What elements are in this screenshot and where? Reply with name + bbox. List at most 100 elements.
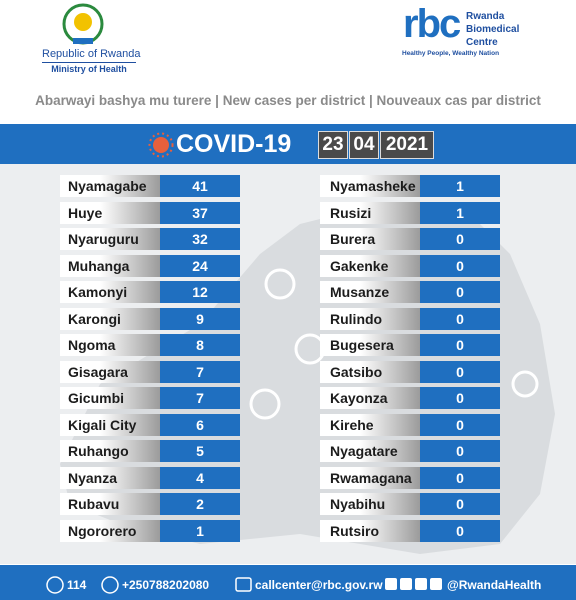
row-bar: [60, 307, 160, 330]
district-name: Kayonza: [330, 390, 388, 406]
case-count: 0: [420, 413, 500, 436]
district-name: Ngororero: [68, 522, 137, 539]
emblem: [62, 3, 104, 45]
case-count: 1: [160, 519, 240, 542]
slogan: Healthy People, Wealthy Nation: [402, 50, 500, 57]
case-count: 37: [160, 201, 240, 224]
case-count: 32: [160, 228, 240, 250]
row-bar: [60, 519, 160, 542]
case-count: 7: [160, 387, 240, 409]
row-bar: [320, 493, 420, 515]
district-name: Ruhango: [68, 443, 129, 459]
footer-phone: +250788202080: [122, 578, 210, 592]
row-bar: [60, 334, 160, 356]
ministry-name: Ministry of Health: [42, 62, 136, 74]
district-name: Nyaruguru: [68, 231, 139, 247]
case-count: 41: [160, 175, 240, 197]
district-name: Nyagatare: [330, 443, 398, 459]
row-bar: [320, 519, 420, 542]
title-band: [0, 124, 576, 164]
district-name: Ngoma: [68, 337, 116, 353]
row-bar: [60, 201, 160, 224]
case-count: 4: [160, 466, 240, 489]
org-name-line: Biomedical: [466, 24, 520, 35]
row-bar: [320, 360, 420, 383]
case-count: 0: [420, 466, 500, 489]
country-name: Republic of Rwanda: [42, 48, 141, 60]
row-bar: [60, 387, 160, 409]
district-name: Muhanga: [68, 257, 130, 274]
row-bar: [60, 440, 160, 462]
row-bar: [320, 387, 420, 409]
row-bar: [320, 228, 420, 250]
district-name: Rulindo: [330, 310, 383, 327]
district-name: Rubavu: [68, 496, 120, 512]
district-name: Rusizi: [330, 204, 372, 221]
district-name: Rutsiro: [330, 522, 379, 539]
case-count: 7: [160, 360, 240, 383]
case-count: 0: [420, 360, 500, 383]
case-count: 12: [160, 281, 240, 303]
case-count: 0: [420, 228, 500, 250]
case-count: 2: [160, 493, 240, 515]
district-name: Gatsibo: [330, 363, 383, 380]
footer-icons: [46, 576, 442, 594]
row-bar: [60, 228, 160, 250]
district-name: Burera: [330, 231, 376, 247]
row-bar: [320, 281, 420, 303]
district-name: Huye: [68, 204, 103, 221]
district-name: Nyabihu: [330, 496, 386, 512]
case-count: 24: [160, 254, 240, 277]
footer-email: callcenter@rbc.gov.rw: [255, 578, 383, 592]
district-name: Kirehe: [330, 416, 374, 433]
case-count: 9: [160, 307, 240, 330]
district-name: Karongi: [68, 310, 121, 327]
case-count: 0: [420, 387, 500, 409]
row-bar: [320, 334, 420, 356]
subtitle: Abarwayi bashya mu turere | New cases pe…: [35, 93, 541, 108]
org-name-line: Rwanda: [466, 11, 505, 22]
date-month: 04: [349, 131, 379, 159]
case-count: 6: [160, 413, 240, 436]
footer-band: [0, 565, 576, 600]
case-count: 8: [160, 334, 240, 356]
row-bar: [320, 254, 420, 277]
title: COVID-19: [176, 130, 292, 158]
date-day: 23: [318, 131, 348, 159]
district-name: Gakenke: [330, 257, 389, 274]
row-bar: [320, 307, 420, 330]
district-name: Bugesera: [330, 337, 394, 353]
case-count: 0: [420, 519, 500, 542]
district-name: Nyanza: [68, 469, 118, 486]
org-name-line: Centre: [466, 37, 498, 48]
district-name: Rwamagana: [330, 469, 412, 486]
case-count: 0: [420, 254, 500, 277]
row-bar: [320, 201, 420, 224]
virus-icon: [148, 132, 174, 158]
case-count: 0: [420, 307, 500, 330]
org-logo: rbc: [403, 2, 461, 46]
district-name: Gisagara: [68, 363, 128, 380]
row-bar: [60, 175, 160, 197]
district-name: Gicumbi: [68, 390, 125, 406]
row-bar: [320, 466, 420, 489]
case-count: 1: [420, 201, 500, 224]
row-bar: [320, 175, 420, 197]
row-bar: [60, 254, 160, 277]
row-bar: [320, 413, 420, 436]
district-name: Kigali City: [68, 416, 137, 433]
case-count: 5: [160, 440, 240, 462]
district-name: Kamonyi: [68, 284, 128, 300]
footer-handle: @RwandaHealth: [447, 578, 542, 592]
row-bar: [60, 360, 160, 383]
row-bar: [60, 281, 160, 303]
district-name: Nyamagabe: [68, 178, 147, 194]
date-year: 2021: [380, 131, 434, 159]
case-count: 0: [420, 334, 500, 356]
district-name: Nyamasheke: [330, 178, 416, 194]
district-name: Musanze: [330, 284, 390, 300]
org-name: Rwanda Biomedical Centre: [466, 10, 519, 49]
case-count: 1: [420, 175, 500, 197]
case-count: 0: [420, 281, 500, 303]
